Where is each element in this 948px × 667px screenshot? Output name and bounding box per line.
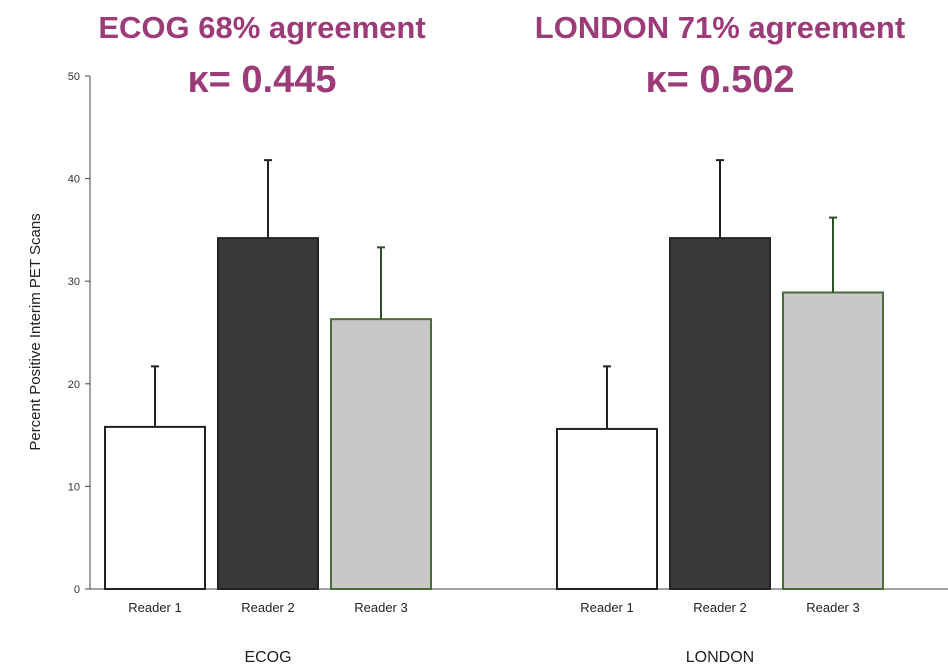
- x-tick-label-london-reader-1: Reader 1: [580, 600, 633, 615]
- bar-ecog-reader-3: [330, 318, 432, 590]
- london-kappa-annotation: κ= 0.502: [645, 59, 794, 101]
- y-axis-label: Percent Positive Interim PET Scans: [27, 213, 44, 450]
- x-tick-label-london-reader-2: Reader 2: [693, 600, 746, 615]
- bar-ecog-reader-2: [217, 237, 319, 590]
- y-tick-label-10: 10: [68, 481, 80, 493]
- x-tick-label-ecog-reader-1: Reader 1: [128, 600, 181, 615]
- y-tick-label-40: 40: [68, 174, 80, 186]
- labels: Reader 1 Reader 2 Reader 3 ECOG Reader 1 Read…: [128, 600, 859, 666]
- x-tick-label-london-reader-3: Reader 3: [806, 600, 859, 615]
- y-tick-label-30: 30: [68, 276, 80, 288]
- bar-london-reader-1: [556, 427, 658, 590]
- group-label-ecog: ECOG: [244, 649, 291, 666]
- group-label-london: LONDON: [686, 649, 754, 666]
- y-tick-label-50: 50: [68, 71, 80, 83]
- bar-london-reader-3: [782, 291, 884, 590]
- y-tick-label-20: 20: [68, 379, 80, 391]
- y-tick-label-0: 0: [74, 584, 80, 596]
- bar-ecog-reader-1: [104, 425, 206, 590]
- annotations: ECOG 68% agreement κ= 0.445 LONDON 71% a…: [98, 10, 905, 101]
- x-tick-label-ecog-reader-3: Reader 3: [354, 600, 407, 615]
- ecog-agreement-annotation: ECOG 68% agreement: [98, 10, 425, 45]
- ecog-kappa-annotation: κ= 0.445: [187, 59, 336, 101]
- london-agreement-annotation: LONDON 71% agreement: [535, 10, 905, 45]
- bars: [104, 159, 884, 590]
- bar-london-reader-2: [669, 237, 771, 590]
- x-tick-label-ecog-reader-2: Reader 2: [241, 600, 294, 615]
